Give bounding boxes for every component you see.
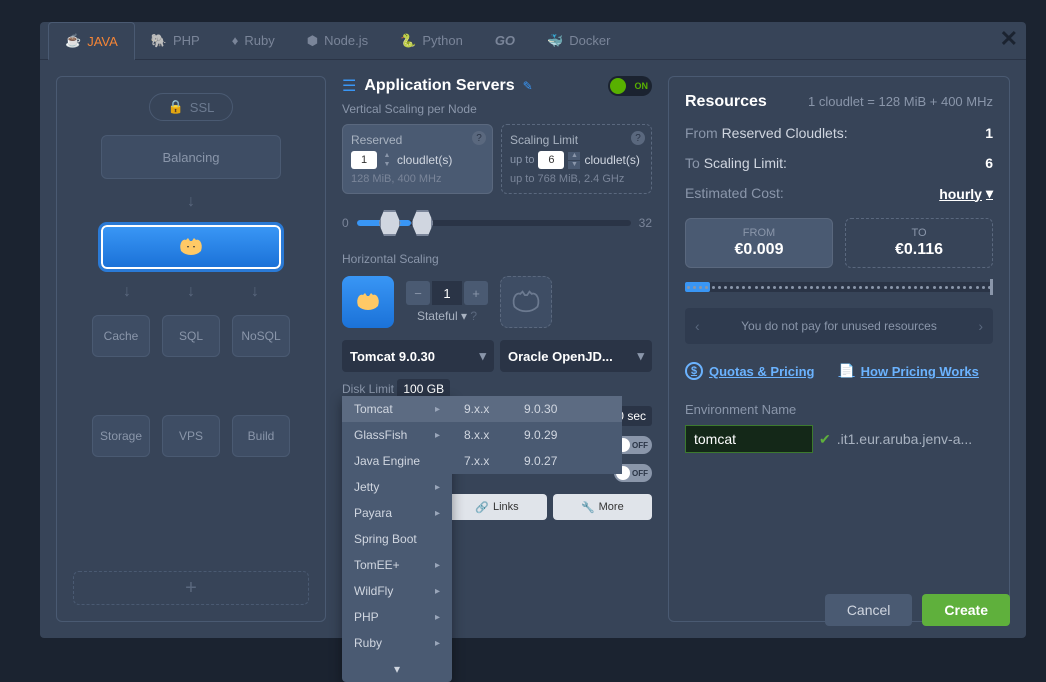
jdk-select[interactable]: Oracle OpenJD...▾ — [500, 340, 652, 372]
balancing-node[interactable]: Balancing — [101, 135, 281, 179]
hscale-label: Horizontal Scaling — [342, 252, 652, 266]
tab-php[interactable]: 🐘PHP — [135, 22, 216, 59]
topology-panel: 🔒SSL Balancing ↓ ↓ ↓ ↓ Cache SQL NoSQL S… — [56, 76, 326, 622]
pencil-icon[interactable]: ✎ — [523, 79, 533, 93]
check-icon: ✔ — [819, 431, 831, 448]
subversion-submenu: 9.0.30 9.0.29 9.0.27 — [512, 396, 622, 474]
dd-item-tomee[interactable]: TomEE+▸ — [342, 552, 452, 578]
tab-nodejs[interactable]: ⬢Node.js — [291, 22, 384, 59]
tab-python[interactable]: 🐍Python — [384, 22, 479, 59]
ssl-toggle[interactable]: 🔒SSL — [149, 93, 234, 121]
section-title: Application Servers — [364, 77, 514, 95]
server-select[interactable]: Tomcat 9.0.30▾ — [342, 340, 494, 372]
tab-docker[interactable]: 🐳Docker — [531, 22, 626, 59]
tomcat-ghost-icon — [511, 290, 541, 314]
tab-ruby[interactable]: ♦Ruby — [216, 22, 291, 59]
dd-item-tomcat[interactable]: Tomcat▸ — [342, 396, 452, 422]
appserver-node[interactable] — [101, 225, 281, 269]
hscale-count: 1 — [432, 281, 462, 305]
domain-text: .it1.eur.aruba.jenv-a... — [837, 431, 972, 447]
sql-node[interactable]: SQL — [162, 315, 220, 357]
tomcat-icon — [178, 237, 204, 257]
hscale-ghost-node[interactable] — [500, 276, 552, 328]
tab-go[interactable]: GO — [479, 22, 531, 59]
vscale-label: Vertical Scaling per Node — [342, 102, 652, 116]
cost-info: ‹ You do not pay for unused resources › — [685, 308, 993, 344]
quotas-link[interactable]: $Quotas & Pricing — [685, 362, 814, 380]
cost-from-box: FROM€0.009 — [685, 218, 833, 268]
menu-icon[interactable]: ☰ — [342, 76, 356, 96]
cache-node[interactable]: Cache — [92, 315, 150, 357]
dollar-icon: $ — [685, 362, 703, 380]
cost-slider — [685, 282, 993, 292]
dd-item-ruby[interactable]: Ruby▸ — [342, 630, 452, 656]
dd-item-wildfly[interactable]: WildFly▸ — [342, 578, 452, 604]
tomcat-icon — [355, 292, 381, 312]
add-node-button[interactable]: + — [73, 571, 309, 605]
dd-item-springboot[interactable]: Spring Boot — [342, 526, 452, 552]
reserved-box: ? Reserved 1 ▲▼ cloudlet(s) 128 MiB, 400… — [342, 124, 493, 194]
reserved-input[interactable]: 1 — [351, 151, 377, 169]
limit-box: ? Scaling Limit up to 6 ▲▼ cloudlet(s) u… — [501, 124, 652, 194]
nosql-node[interactable]: NoSQL — [232, 315, 290, 357]
resources-title: Resources — [685, 93, 767, 111]
slider-handle-reserved[interactable] — [379, 210, 401, 236]
arrow-down-icon: ↓ — [251, 283, 259, 301]
dialog-footer: Cancel Create — [825, 594, 1010, 626]
hscale-node[interactable] — [342, 276, 394, 328]
environment-dialog: ✕ ☕JAVA 🐘PHP ♦Ruby ⬢Node.js 🐍Python GO 🐳… — [40, 22, 1026, 638]
help-icon[interactable]: ? — [631, 131, 645, 145]
more-button[interactable]: 🔧 More — [553, 494, 652, 520]
storage-node[interactable]: Storage — [92, 415, 150, 457]
limit-input[interactable]: 6 — [538, 151, 564, 169]
dd-sub-9030[interactable]: 9.0.30 — [512, 396, 622, 422]
document-icon: 📄 — [838, 363, 854, 379]
dd-item-payara[interactable]: Payara▸ — [342, 500, 452, 526]
help-icon[interactable]: ? — [472, 131, 486, 145]
dd-sub-9027[interactable]: 9.0.27 — [512, 448, 622, 474]
cost-to-box: TO€0.116 — [845, 218, 993, 268]
tab-java[interactable]: ☕JAVA — [48, 22, 135, 60]
stateful-select[interactable]: Stateful ▾ ? — [406, 309, 488, 323]
cloudlet-slider[interactable] — [357, 220, 631, 226]
arrow-down-icon: ↓ — [187, 283, 195, 301]
lock-icon: 🔒 — [168, 99, 184, 115]
period-select[interactable]: hourly ▾ — [939, 185, 993, 202]
cloudlet-definition: 1 cloudlet = 128 MiB + 400 MHz — [808, 94, 993, 109]
close-icon[interactable]: ✕ — [1000, 26, 1018, 52]
slider-handle-limit[interactable] — [411, 210, 433, 236]
cancel-button[interactable]: Cancel — [825, 594, 913, 626]
dd-item-javaengine[interactable]: Java Engine — [342, 448, 452, 474]
arrow-down-icon: ↓ — [123, 283, 131, 301]
next-icon[interactable]: › — [978, 318, 983, 334]
dd-item-jetty[interactable]: Jetty▸ — [342, 474, 452, 500]
vps-node[interactable]: VPS — [162, 415, 220, 457]
reserved-stepper[interactable]: ▲▼ — [381, 152, 393, 169]
config-panel: ☰ Application Servers ✎ ON Vertical Scal… — [342, 76, 652, 622]
limit-stepper[interactable]: ▲▼ — [568, 152, 580, 169]
dd-item-php[interactable]: PHP▸ — [342, 604, 452, 630]
envname-label: Environment Name — [685, 402, 993, 417]
server-dropdown: Tomcat▸ GlassFish▸ Java Engine Jetty▸ Pa… — [342, 396, 452, 682]
language-tabs: ☕JAVA 🐘PHP ♦Ruby ⬢Node.js 🐍Python GO 🐳Do… — [40, 22, 1026, 60]
hscale-minus[interactable]: − — [406, 281, 430, 305]
arrow-down-icon: ↓ — [187, 193, 195, 211]
hscale-plus[interactable]: + — [464, 281, 488, 305]
dd-item-glassfish[interactable]: GlassFish▸ — [342, 422, 452, 448]
links-button[interactable]: 🔗 Links — [447, 494, 546, 520]
create-button[interactable]: Create — [922, 594, 1010, 626]
how-pricing-link[interactable]: 📄How Pricing Works — [838, 363, 978, 379]
disk-row: Disk Limit 100 GB — [342, 382, 652, 396]
appserver-toggle[interactable]: ON — [608, 76, 652, 96]
build-node[interactable]: Build — [232, 415, 290, 457]
resources-panel: Resources 1 cloudlet = 128 MiB + 400 MHz… — [668, 76, 1010, 622]
envname-input[interactable] — [685, 425, 813, 453]
dd-sub-9029[interactable]: 9.0.29 — [512, 422, 622, 448]
